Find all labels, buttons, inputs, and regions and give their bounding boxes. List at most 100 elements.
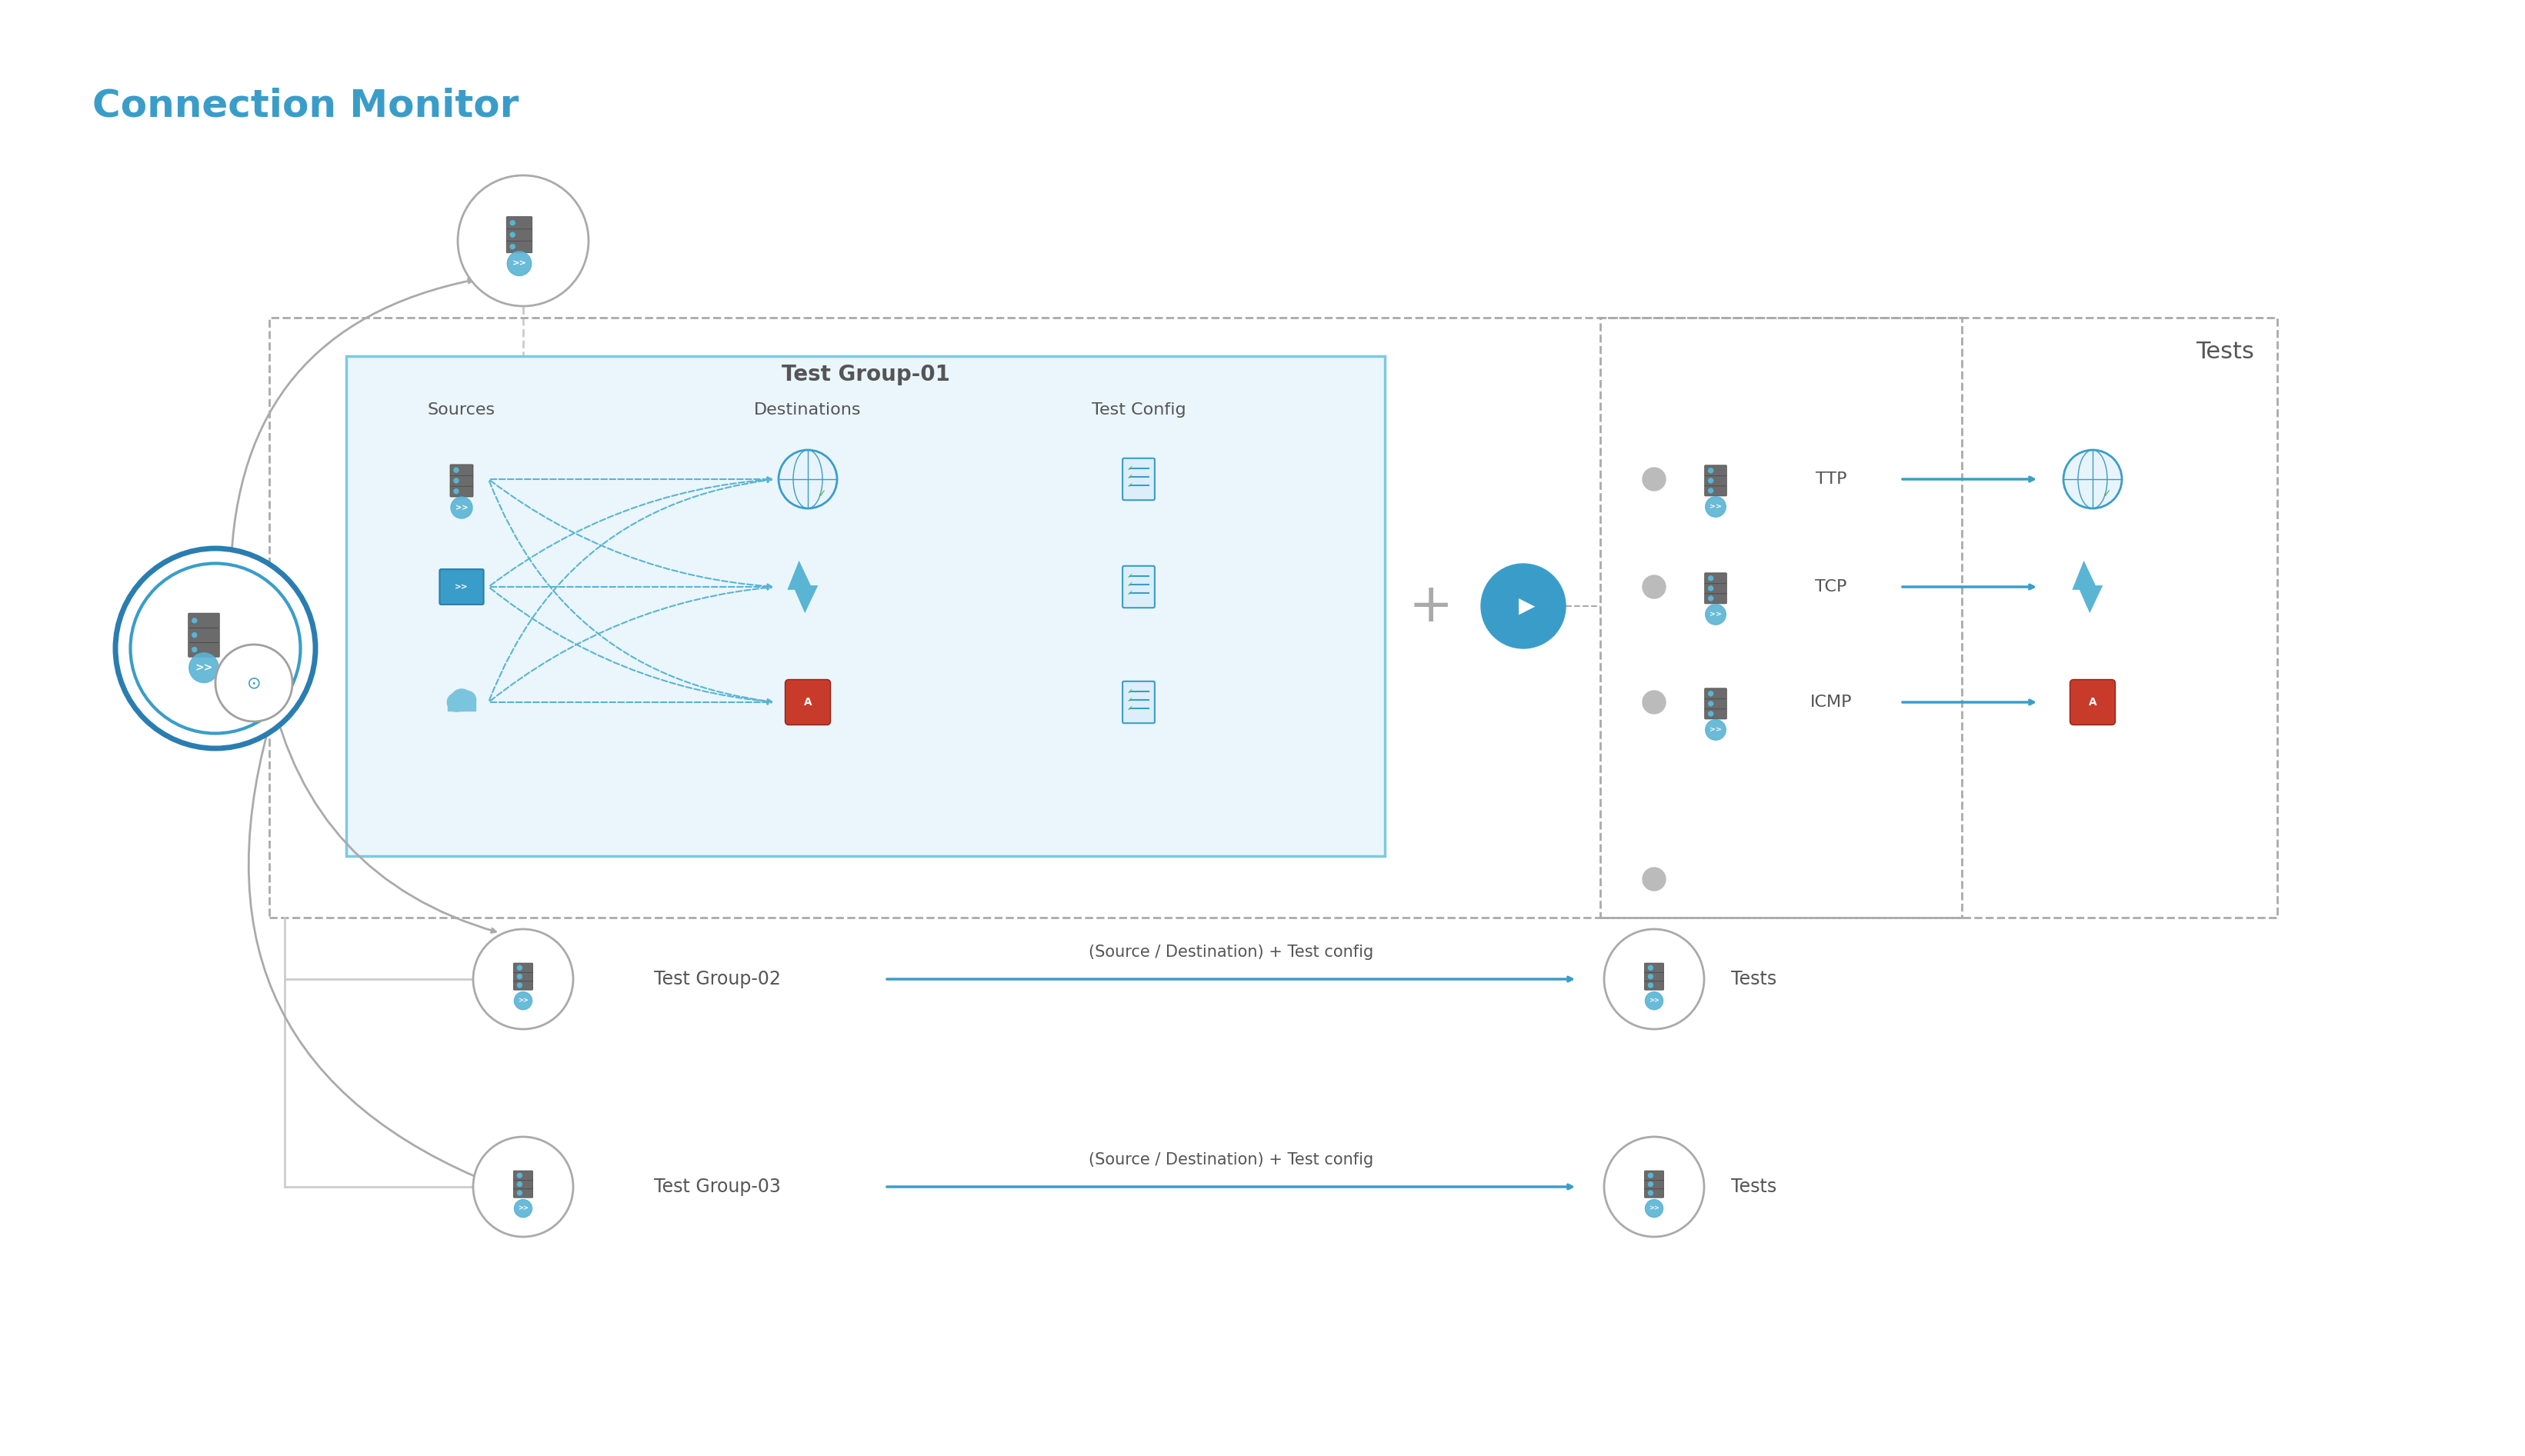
Text: >>: >> (454, 504, 467, 511)
Text: ✓: ✓ (1126, 687, 1134, 696)
Text: ✓: ✓ (1126, 590, 1134, 597)
Circle shape (1704, 496, 1727, 517)
Text: A: A (803, 697, 813, 708)
Circle shape (454, 489, 460, 494)
FancyBboxPatch shape (1704, 709, 1727, 719)
Polygon shape (2073, 561, 2103, 613)
Circle shape (518, 1174, 523, 1178)
Bar (270, 317, 1962, 917)
Circle shape (1646, 1200, 1664, 1217)
Circle shape (508, 252, 530, 275)
Text: Sources: Sources (427, 402, 495, 418)
Circle shape (1709, 469, 1712, 473)
FancyBboxPatch shape (785, 680, 831, 725)
Circle shape (116, 549, 316, 748)
FancyBboxPatch shape (1704, 475, 1727, 486)
Text: >>: >> (1709, 727, 1722, 734)
FancyBboxPatch shape (1644, 1179, 1664, 1190)
FancyBboxPatch shape (1644, 1188, 1664, 1198)
Text: Destinations: Destinations (755, 402, 861, 418)
FancyBboxPatch shape (513, 962, 533, 973)
Text: ✓: ✓ (2103, 488, 2111, 499)
FancyBboxPatch shape (1644, 971, 1664, 981)
Text: Test Group-03: Test Group-03 (654, 1178, 780, 1195)
FancyBboxPatch shape (1704, 466, 1727, 476)
Bar (1601, 317, 2278, 917)
FancyBboxPatch shape (508, 217, 533, 229)
Circle shape (457, 690, 477, 709)
Circle shape (1603, 1137, 1704, 1236)
Text: >>: >> (518, 997, 528, 1005)
Circle shape (1709, 585, 1712, 591)
Circle shape (1709, 479, 1712, 483)
Circle shape (1644, 690, 1666, 713)
Circle shape (192, 619, 197, 623)
FancyBboxPatch shape (1644, 1171, 1664, 1181)
Circle shape (189, 652, 220, 683)
Text: >>: >> (1649, 997, 1659, 1005)
Text: TTP: TTP (1815, 472, 1846, 486)
FancyBboxPatch shape (189, 628, 220, 642)
Text: Tests: Tests (2197, 341, 2255, 363)
Circle shape (1646, 992, 1664, 1009)
FancyBboxPatch shape (1704, 572, 1727, 584)
Circle shape (1709, 712, 1712, 716)
Circle shape (457, 175, 588, 306)
Circle shape (1704, 719, 1727, 740)
Bar (346, 357, 1384, 856)
FancyBboxPatch shape (1704, 699, 1727, 709)
Text: (Source / Destination) + Test config: (Source / Destination) + Test config (1088, 1152, 1374, 1168)
Text: >>: >> (1649, 1206, 1659, 1211)
Polygon shape (788, 561, 818, 613)
Text: (Source / Destination) + Test config: (Source / Destination) + Test config (1088, 945, 1374, 960)
FancyBboxPatch shape (439, 569, 485, 604)
Circle shape (518, 974, 523, 978)
FancyBboxPatch shape (2070, 680, 2116, 725)
Circle shape (515, 992, 533, 1009)
Text: Connection Monitor: Connection Monitor (93, 87, 518, 124)
Circle shape (449, 689, 472, 711)
FancyBboxPatch shape (513, 1171, 533, 1181)
Circle shape (510, 245, 515, 249)
FancyBboxPatch shape (1644, 962, 1664, 973)
Text: >>: >> (454, 582, 467, 591)
Circle shape (518, 1191, 523, 1195)
Text: Test Config: Test Config (1091, 402, 1187, 418)
Circle shape (472, 1137, 573, 1236)
FancyBboxPatch shape (1124, 681, 1154, 724)
Circle shape (1709, 488, 1712, 494)
Circle shape (778, 450, 838, 508)
FancyBboxPatch shape (513, 1188, 533, 1198)
Circle shape (131, 563, 300, 734)
FancyBboxPatch shape (449, 475, 472, 486)
Text: ✓: ✓ (1126, 705, 1134, 712)
Circle shape (510, 233, 515, 237)
Text: ✓: ✓ (818, 488, 826, 499)
Text: >>: >> (513, 259, 528, 268)
Text: TCP: TCP (1815, 579, 1846, 594)
Text: ICMP: ICMP (1810, 695, 1851, 711)
Text: ▶: ▶ (1520, 596, 1535, 617)
Circle shape (1709, 577, 1712, 581)
Text: ✓: ✓ (1126, 482, 1134, 489)
Text: A: A (2088, 697, 2096, 708)
Text: >>: >> (1709, 504, 1722, 510)
Circle shape (510, 220, 515, 226)
Text: ⊙: ⊙ (247, 676, 260, 690)
FancyBboxPatch shape (513, 980, 533, 990)
Circle shape (192, 633, 197, 638)
Circle shape (518, 965, 523, 970)
Text: >>: >> (518, 1206, 528, 1211)
FancyBboxPatch shape (1704, 485, 1727, 496)
FancyBboxPatch shape (1704, 689, 1727, 699)
Circle shape (215, 645, 293, 722)
Circle shape (454, 467, 460, 472)
Circle shape (518, 1182, 523, 1187)
Text: Tests: Tests (1732, 970, 1778, 989)
Circle shape (1704, 604, 1727, 625)
Circle shape (515, 1200, 533, 1217)
Circle shape (1644, 868, 1666, 891)
Text: ✓: ✓ (1126, 581, 1134, 588)
Text: ✓: ✓ (1126, 464, 1134, 472)
Circle shape (454, 479, 460, 483)
